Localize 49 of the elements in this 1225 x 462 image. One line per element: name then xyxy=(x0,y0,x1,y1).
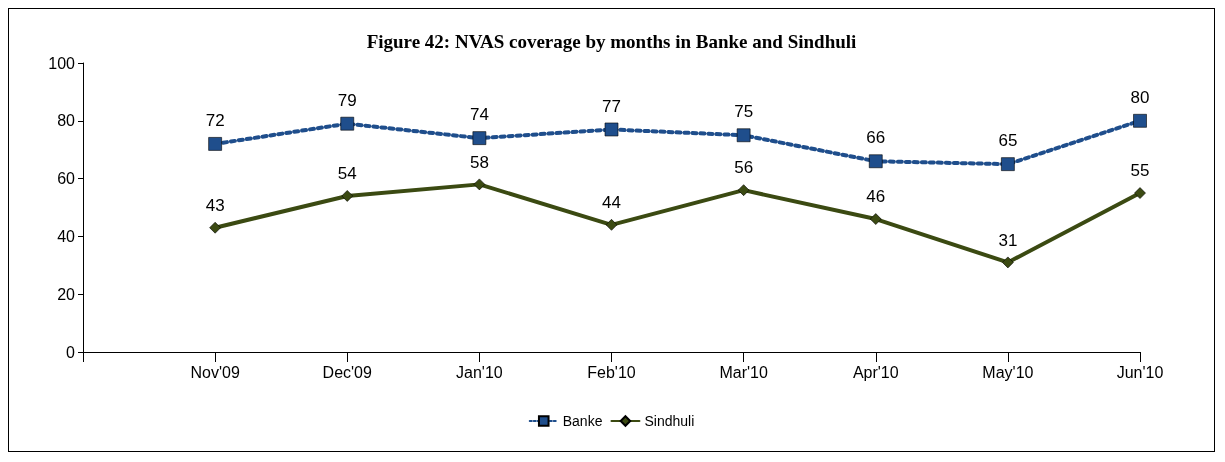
point xyxy=(737,184,750,196)
point xyxy=(1133,114,1147,128)
data-label: 56 xyxy=(734,158,754,178)
point xyxy=(209,221,221,234)
y-tick-label: 40 xyxy=(57,227,76,245)
data-label: 80 xyxy=(1130,88,1150,107)
data-label: 58 xyxy=(469,152,489,172)
point xyxy=(472,131,487,145)
point xyxy=(341,190,354,202)
y-tick-label: 60 xyxy=(57,170,76,188)
point xyxy=(604,122,619,137)
data-label: 44 xyxy=(602,193,621,213)
point xyxy=(605,219,618,231)
x-tick-label: Nov'09 xyxy=(190,363,240,381)
y-tick-label: 20 xyxy=(57,285,76,303)
y-tick-label: 80 xyxy=(57,112,76,130)
chart-title: Figure 42: NVAS coverage by months in Banke and Sindhuli xyxy=(366,31,857,52)
data-label: 77 xyxy=(602,96,621,116)
data-label: 72 xyxy=(205,111,225,131)
data-label: 79 xyxy=(337,90,357,110)
y-tick-label: 0 xyxy=(66,343,76,361)
data-label: 65 xyxy=(998,131,1018,151)
x-tick-label: May'10 xyxy=(982,363,1034,381)
point xyxy=(869,213,882,225)
data-label: 55 xyxy=(1130,161,1150,181)
x-tick-label: Dec'09 xyxy=(322,363,372,381)
data-label: 46 xyxy=(866,187,886,207)
data-label: 75 xyxy=(734,102,754,122)
data-label: 66 xyxy=(866,128,886,148)
point xyxy=(1001,157,1015,171)
data-label: 54 xyxy=(337,164,357,184)
y-tick-label: 100 xyxy=(48,54,76,72)
x-tick-label: Jun'10 xyxy=(1116,363,1164,381)
point xyxy=(1134,187,1146,199)
legend-label: Sindhuli xyxy=(644,413,695,429)
data-label: 74 xyxy=(469,105,489,125)
data-label: 31 xyxy=(998,230,1018,250)
point xyxy=(340,116,355,131)
x-tick-label: Feb'10 xyxy=(587,363,636,381)
point xyxy=(208,137,222,151)
point xyxy=(736,128,751,143)
point xyxy=(1002,256,1014,269)
x-tick-label: Apr'10 xyxy=(852,363,899,381)
point xyxy=(868,154,883,169)
legend-label: Banke xyxy=(562,413,603,429)
x-tick-label: Jan'10 xyxy=(456,363,503,381)
data-label: 43 xyxy=(205,195,225,215)
point xyxy=(473,178,486,191)
x-tick-label: Mar'10 xyxy=(719,363,768,381)
